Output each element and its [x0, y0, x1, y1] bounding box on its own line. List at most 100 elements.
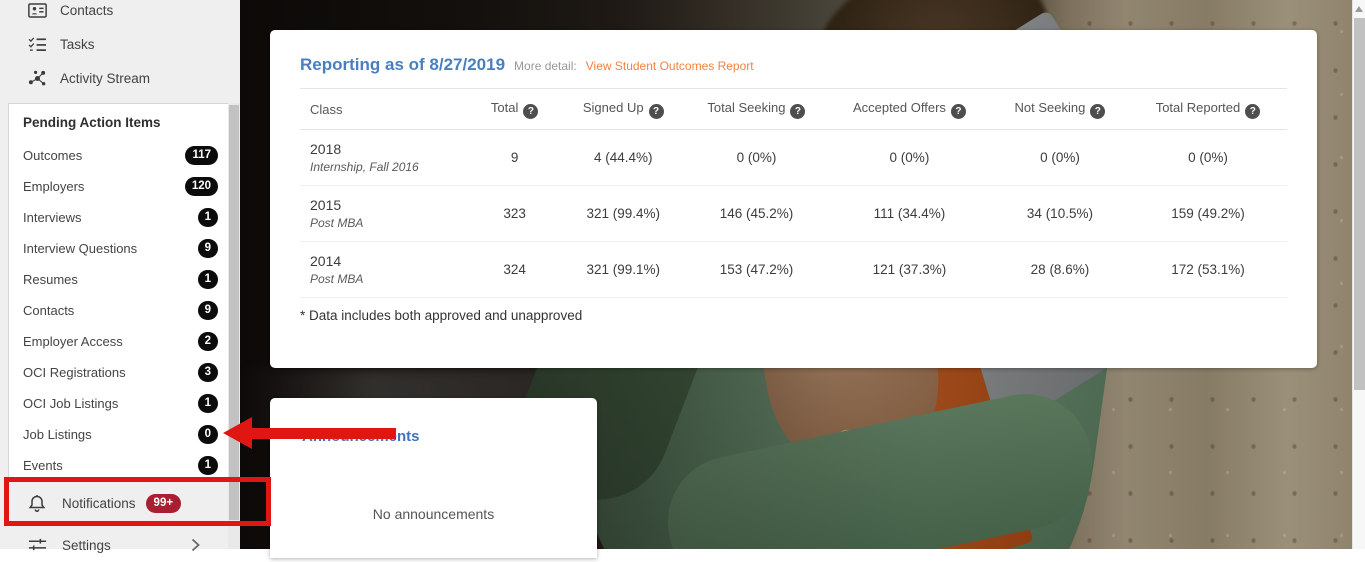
view-student-outcomes-report-link[interactable]: View Student Outcomes Report	[585, 59, 754, 73]
class-year: 2014	[310, 253, 342, 269]
more-detail-label: More detail:	[514, 59, 577, 73]
count-badge: 1	[197, 270, 218, 289]
table-cell: 34 (10.5%)	[1026, 206, 1093, 221]
announcements-empty-text: No announcements	[372, 506, 495, 522]
table-cell: 323	[503, 206, 526, 221]
contact-card-icon	[26, 0, 48, 20]
pending-item-label: Interview Questions	[23, 241, 138, 256]
count-badge: 3	[197, 363, 218, 382]
pending-item-employer-access[interactable]: Employer Access 2	[9, 326, 228, 357]
help-icon[interactable]: ?	[1090, 103, 1106, 119]
table-header-row: Class Total? Signed Up? Total Seeking? A…	[300, 88, 1287, 130]
pending-item-interviews[interactable]: Interviews 1	[9, 202, 228, 233]
annotation-arrow-head	[223, 417, 252, 449]
reporting-card: Reporting as of 8/27/2019 More detail: V…	[270, 30, 1317, 368]
pending-item-label: Outcomes	[23, 148, 83, 163]
column-header-label: Not Seeking	[1014, 99, 1086, 115]
sidebar-scrollbar-thumb[interactable]	[229, 105, 239, 520]
pending-item-oci-job-listings[interactable]: OCI Job Listings 1	[9, 388, 228, 419]
help-icon[interactable]: ?	[790, 103, 806, 119]
column-header-signed-up: Signed Up?	[562, 100, 685, 119]
pending-item-label: OCI Registrations	[23, 365, 126, 380]
notifications-count-badge: 99+	[145, 493, 182, 513]
pending-item-label: Events	[23, 458, 63, 473]
help-icon[interactable]: ?	[1245, 103, 1261, 119]
pending-item-employers[interactable]: Employers 120	[9, 171, 228, 202]
pending-item-events[interactable]: Events 1	[9, 450, 228, 477]
count-badge: 120	[184, 177, 218, 196]
column-header-not-seeking: Not Seeking?	[991, 100, 1129, 119]
table-footnote: * Data includes both approved and unappr…	[300, 308, 583, 323]
pending-item-label: Contacts	[23, 303, 75, 318]
help-icon[interactable]: ?	[950, 103, 966, 119]
count-badge: 9	[197, 239, 218, 258]
column-header-label: Signed Up	[582, 99, 644, 115]
sidebar-item-activity-stream[interactable]: Activity Stream	[0, 61, 240, 95]
tasks-icon	[26, 34, 48, 54]
sidebar-item-notifications[interactable]: Notifications 99+	[8, 482, 228, 524]
sidebar-item-label: Activity Stream	[60, 70, 151, 86]
class-year: 2018	[310, 141, 342, 157]
page-scrollbar-thumb[interactable]	[1354, 18, 1365, 390]
help-icon[interactable]: ?	[523, 103, 539, 119]
reporting-title: Reporting as of 8/27/2019	[300, 55, 506, 74]
table-row: 2014 Post MBA 324 321 (99.1%) 153 (47.2%…	[300, 242, 1287, 298]
column-header-accepted-offers: Accepted Offers?	[828, 100, 991, 119]
sidebar-item-contacts[interactable]: Contacts	[0, 0, 240, 27]
class-cell: 2018 Internship, Fall 2016	[300, 141, 468, 174]
table-cell: 153 (47.2%)	[719, 262, 794, 277]
column-header-label: Accepted Offers	[852, 99, 946, 115]
pending-item-label: Employer Access	[23, 334, 123, 349]
count-badge: 9	[197, 301, 218, 320]
table-cell: 9	[510, 150, 519, 165]
pending-item-label: OCI Job Listings	[23, 396, 119, 411]
column-header-total-seeking: Total Seeking?	[685, 100, 828, 119]
pending-item-label: Interviews	[23, 210, 82, 225]
table-cell: 324	[503, 262, 526, 277]
class-subtitle: Post MBA	[310, 272, 364, 286]
count-badge: 1	[197, 394, 218, 413]
pending-item-oci-registrations[interactable]: OCI Registrations 3	[9, 357, 228, 388]
column-header-class: Class	[300, 102, 468, 117]
count-badge: 1	[197, 456, 218, 475]
column-header-label: Total Seeking	[707, 99, 786, 115]
pending-panel-title: Pending Action Items	[23, 115, 161, 130]
sidebar-item-tasks[interactable]: Tasks	[0, 27, 240, 61]
scrollbar-up-arrow-icon[interactable]	[1355, 6, 1363, 12]
pending-action-items-panel: Pending Action Items Outcomes 117 Employ…	[8, 103, 228, 478]
table-cell: 146 (45.2%)	[719, 206, 794, 221]
page-scrollbar[interactable]	[1352, 0, 1365, 549]
class-cell: 2014 Post MBA	[300, 253, 468, 286]
column-header-total: Total?	[468, 100, 562, 119]
table-cell: 4 (44.4%)	[593, 150, 653, 165]
table-row: 2018 Internship, Fall 2016 9 4 (44.4%) 0…	[300, 130, 1287, 186]
activity-stream-icon	[26, 68, 48, 88]
annotation-arrow	[250, 428, 396, 439]
table-cell: 0 (0%)	[1040, 150, 1080, 165]
pending-item-label: Employers	[23, 179, 85, 194]
bell-icon	[26, 493, 48, 513]
announcements-card: Announcements No announcements	[270, 398, 597, 558]
table-cell: 28 (8.6%)	[1030, 262, 1090, 277]
sidebar-item-label: Notifications	[62, 495, 136, 511]
help-icon[interactable]: ?	[648, 103, 664, 119]
pending-item-resumes[interactable]: Resumes 1	[9, 264, 228, 295]
class-year: 2015	[310, 197, 342, 213]
pending-item-job-listings[interactable]: Job Listings 0	[9, 419, 228, 450]
sidebar-item-settings[interactable]: Settings	[8, 528, 228, 562]
sidebar-item-label: Settings	[62, 537, 111, 553]
count-badge: 1	[197, 208, 218, 227]
table-cell: 0 (0%)	[889, 150, 930, 165]
pending-item-interview-questions[interactable]: Interview Questions 9	[9, 233, 228, 264]
column-header-label: Total	[490, 99, 519, 115]
pending-item-outcomes[interactable]: Outcomes 117	[9, 140, 228, 171]
table-cell: 159 (49.2%)	[1171, 206, 1245, 221]
pending-item-label: Job Listings	[23, 427, 92, 442]
class-cell: 2015 Post MBA	[300, 197, 468, 230]
table-row: 2015 Post MBA 323 321 (99.4%) 146 (45.2%…	[300, 186, 1287, 242]
pending-item-label: Resumes	[23, 272, 78, 287]
sliders-icon	[26, 535, 48, 555]
table-cell: 0 (0%)	[736, 150, 777, 165]
table-cell: 172 (53.1%)	[1171, 262, 1245, 277]
pending-item-contacts[interactable]: Contacts 9	[9, 295, 228, 326]
